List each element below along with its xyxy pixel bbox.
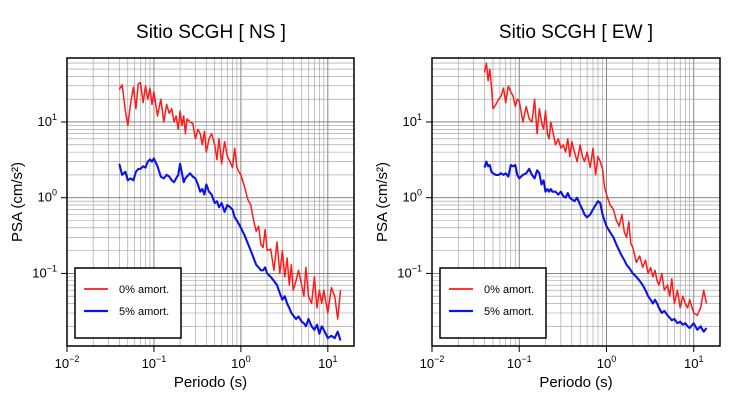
legend-label: 0% amort. — [484, 284, 534, 296]
y-axis-label: PSA (cm/s²) — [374, 162, 391, 242]
series-line-blue — [118, 157, 342, 341]
legend: 0% amort. 5% amort. — [439, 267, 547, 339]
legend-label: 5% amort. — [119, 306, 169, 318]
series-line-red — [118, 81, 342, 320]
chart-title: Sitio SCGH [ NS ] — [136, 22, 286, 43]
series-line-blue — [483, 160, 708, 333]
chart-panel-1: 10−2 10−1 100 101 10−1 100 101 Sitio SCGH [ NS … — [9, 22, 355, 391]
legend-label: 5% amort. — [484, 306, 534, 318]
y-tick-label: 101 — [38, 112, 57, 129]
x-axis-label: Periodo (s) — [174, 374, 247, 391]
x-tick-label: 100 — [597, 354, 616, 371]
chart-panel-2: 10−2 10−1 100 101 10−1 100 101 Sitio SCGH [ EW … — [374, 22, 721, 391]
x-tick-label: 10−2 — [55, 354, 80, 371]
x-tick-label: 101 — [318, 354, 337, 371]
x-axis-label: Periodo (s) — [539, 374, 612, 391]
y-axis-label: PSA (cm/s²) — [9, 162, 26, 242]
x-tick-label: 10−1 — [142, 354, 167, 371]
plot-frame — [431, 57, 721, 347]
y-tick-label: 10−1 — [32, 263, 57, 280]
y-tick-label: 100 — [403, 188, 422, 205]
y-tick-label: 10−1 — [397, 263, 422, 280]
series-line-red — [483, 62, 708, 317]
x-tick-label: 10−1 — [507, 354, 532, 371]
y-tick-label: 100 — [38, 188, 57, 205]
plot-frame — [66, 57, 355, 347]
x-tick-label: 100 — [231, 354, 250, 371]
chart-title: Sitio SCGH [ EW ] — [499, 22, 653, 43]
x-tick-label: 10−2 — [420, 354, 445, 371]
legend-label: 0% amort. — [119, 284, 169, 296]
legend-box — [439, 267, 547, 339]
legend: 0% amort. 5% amort. — [74, 267, 182, 339]
y-tick-label: 101 — [403, 112, 422, 129]
legend-box — [74, 267, 182, 339]
x-tick-label: 101 — [684, 354, 703, 371]
